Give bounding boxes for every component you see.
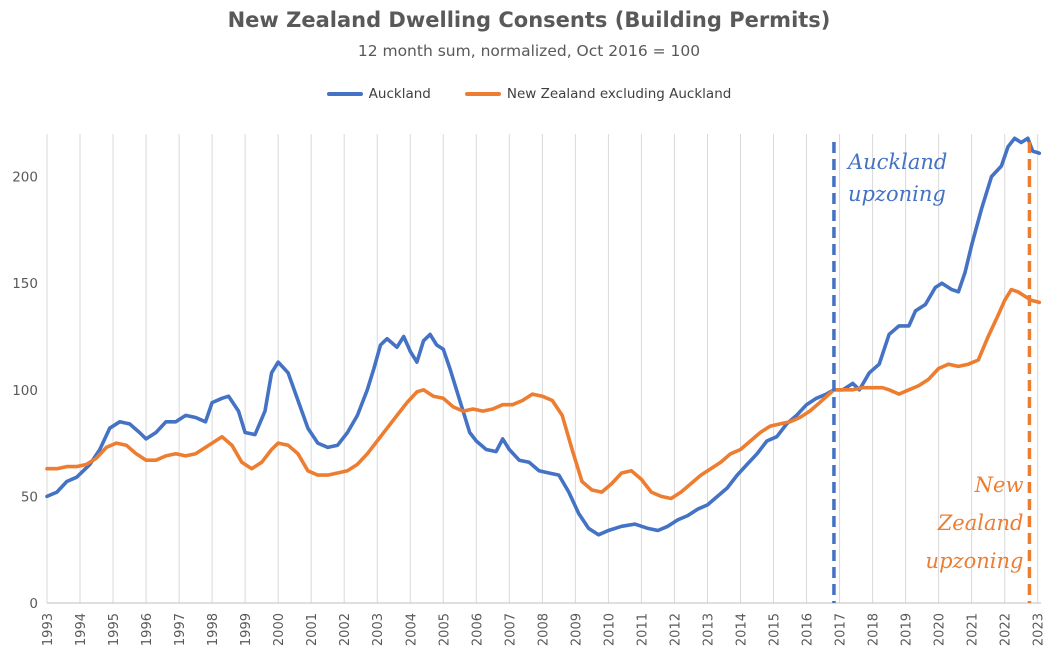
annotation-auckland-line: Auckland bbox=[846, 150, 947, 174]
legend-swatch-auckland bbox=[326, 92, 363, 96]
x-tick-label: 2007 bbox=[503, 613, 518, 646]
legend-item-nz-ex-auckland: New Zealand excluding Auckland bbox=[464, 86, 732, 102]
y-tick-label: 50 bbox=[21, 489, 38, 505]
series-line-auckland bbox=[45, 136, 1042, 537]
x-tick-label: 2014 bbox=[734, 613, 749, 646]
x-tick-label: 1996 bbox=[140, 613, 155, 646]
y-tick-label: 0 bbox=[29, 596, 38, 612]
x-tick-label: 1995 bbox=[107, 613, 122, 646]
legend-item-auckland: Auckland bbox=[326, 86, 431, 102]
grid-layer bbox=[46, 134, 1039, 603]
chart-title: New Zealand Dwelling Consents (Building … bbox=[227, 8, 831, 32]
x-tick-label: 2005 bbox=[437, 613, 452, 646]
x-tick-label: 2018 bbox=[867, 613, 882, 646]
x-tick-label: 2022 bbox=[999, 613, 1014, 646]
x-tick-label: 2000 bbox=[272, 613, 287, 646]
y-tick-label: 100 bbox=[12, 383, 38, 399]
x-tick-label: 1993 bbox=[41, 613, 56, 646]
series-layer bbox=[45, 136, 1042, 537]
x-tick-label: 2001 bbox=[305, 613, 320, 646]
x-tick-label: 1998 bbox=[206, 613, 221, 646]
x-tick-label: 2016 bbox=[801, 613, 816, 646]
axis-layer: 1993 1994 1995 1996 1997 1998 1999 2000 2001 2002… bbox=[12, 170, 1046, 646]
annotation-nz-line: upzoning bbox=[926, 549, 1024, 573]
x-tick-label: 2012 bbox=[668, 613, 683, 646]
x-tick-label: 2019 bbox=[900, 613, 915, 646]
legend-label-nz-ex-auckland: New Zealand excluding Auckland bbox=[506, 86, 732, 102]
x-tick-label: 1997 bbox=[173, 613, 188, 646]
x-tick-label: 2013 bbox=[701, 613, 716, 646]
y-tick-label: 150 bbox=[12, 276, 38, 292]
x-tick-label: 2006 bbox=[470, 613, 485, 646]
legend-swatch-nz-ex-auckland bbox=[464, 92, 501, 96]
annotation-layer: Auckland upzoning New Zealand upzoning bbox=[832, 142, 1032, 603]
x-tick-label: 2023 bbox=[1032, 613, 1047, 646]
x-tick-label: 2008 bbox=[536, 613, 551, 646]
x-tick-label: 2011 bbox=[635, 613, 650, 646]
legend: Auckland New Zealand excluding Auckland bbox=[0, 86, 1058, 102]
x-tick-label: 1994 bbox=[74, 613, 89, 646]
x-tick-label: 2020 bbox=[933, 613, 948, 646]
x-tick-label: 2017 bbox=[834, 613, 849, 646]
x-tick-label: 2004 bbox=[404, 613, 419, 646]
x-tick-label: 1999 bbox=[239, 613, 254, 646]
x-tick-label: 2015 bbox=[768, 613, 783, 646]
x-tick-label: 2010 bbox=[602, 613, 617, 646]
x-tick-label: 2002 bbox=[338, 613, 353, 646]
chart-subtitle: 12 month sum, normalized, Oct 2016 = 100 bbox=[357, 42, 701, 60]
legend-label-auckland: Auckland bbox=[368, 86, 431, 102]
annotation-nz-line: Zealand bbox=[937, 511, 1024, 535]
x-tick-label: 2003 bbox=[371, 613, 386, 646]
y-tick-label: 200 bbox=[12, 170, 38, 186]
series-line-nz-ex-auckland bbox=[45, 287, 1042, 501]
annotation-nz-line: New bbox=[974, 473, 1024, 497]
annotation-auckland-line: upzoning bbox=[848, 182, 946, 206]
x-tick-label: 2009 bbox=[569, 613, 584, 646]
x-tick-label: 2021 bbox=[966, 613, 981, 646]
